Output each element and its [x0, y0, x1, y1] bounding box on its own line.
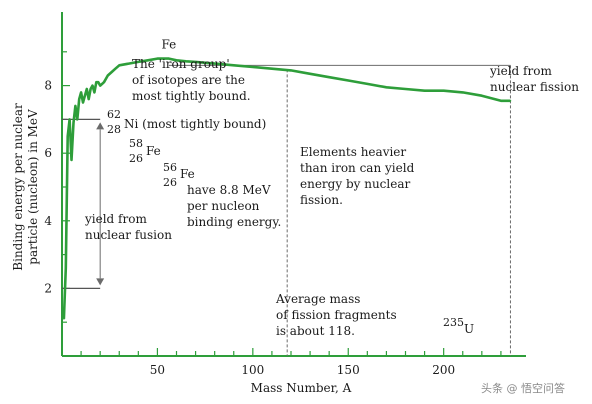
- fe-peak-label: Fe: [161, 38, 176, 52]
- y-tick-label: 8: [44, 79, 52, 93]
- heavier-elements-note-line: energy by nuclear: [300, 177, 410, 191]
- heavier-elements-note-line: Elements heavier: [300, 145, 406, 159]
- x-tick-label: 150: [337, 363, 360, 377]
- data-point: [366, 83, 369, 85]
- data-point: [309, 72, 311, 75]
- fission-note-line: yield from: [489, 64, 552, 78]
- data-point: [385, 86, 388, 89]
- data-point: [481, 94, 483, 97]
- y-axis-title-line: particle (nucleon) in MeV: [26, 109, 40, 265]
- data-point: [118, 64, 121, 67]
- data-point: [500, 100, 502, 102]
- fe56-note-line: per nucleon: [187, 199, 260, 213]
- data-point: [91, 84, 94, 87]
- iron-group-note-line: of isotopes are the: [132, 73, 245, 87]
- data-point: [86, 88, 88, 90]
- x-tick-label: 100: [241, 363, 264, 377]
- fusion-note-line: nuclear fusion: [85, 228, 172, 242]
- y-tick-label: 6: [44, 146, 52, 160]
- data-point: [442, 89, 445, 92]
- data-point: [156, 57, 159, 60]
- data-point: [461, 91, 464, 94]
- fe56-note-line: have 8.8 MeV: [187, 183, 271, 197]
- data-point: [127, 62, 130, 65]
- data-point: [80, 91, 82, 94]
- fe58-mass: 58: [129, 137, 143, 150]
- fe56-z: 26: [163, 176, 177, 189]
- binding-energy-line: [62, 57, 511, 319]
- data-point: [65, 267, 67, 269]
- ni62-label: Ni (most tightly bound): [124, 117, 266, 131]
- data-point: [213, 62, 216, 65]
- watermark: 头条 @ 悟空问答: [481, 381, 565, 395]
- data-point: [78, 98, 80, 100]
- data-point: [93, 91, 96, 94]
- fusion-note-line: yield from: [84, 212, 147, 226]
- data-point: [95, 81, 98, 84]
- data-point: [103, 81, 105, 84]
- y-axis-title-line: Binding energy per nuclear: [11, 103, 25, 271]
- average-mass-note-line: is about 118.: [276, 324, 355, 338]
- fission-note-line: nuclear fission: [490, 80, 579, 94]
- data-point: [137, 61, 140, 63]
- data-point: [74, 105, 77, 107]
- binding-energy-series: [62, 57, 512, 320]
- data-point: [232, 64, 235, 67]
- data-point: [194, 61, 197, 63]
- data-point: [252, 66, 254, 68]
- data-point: [271, 67, 273, 70]
- axes: 50 100 150 200 2 4 6 8 Mass Number, A Binding ene…: [11, 12, 526, 395]
- data-point: [66, 135, 69, 138]
- fe56-note-line: binding energy.: [187, 215, 281, 229]
- fe56-mass: 56: [163, 161, 177, 174]
- fe56-label: Fe: [180, 167, 195, 181]
- data-point: [509, 100, 512, 102]
- data-point: [76, 118, 79, 121]
- data-point: [70, 159, 73, 161]
- data-point: [99, 84, 101, 87]
- x-axis-title: Mass Number, A: [251, 381, 352, 395]
- heavier-elements-note-line: than iron can yield: [300, 161, 415, 175]
- data-point: [107, 74, 109, 77]
- u235-mass: 235: [443, 316, 464, 329]
- data-point: [147, 59, 149, 62]
- average-mass-note-line: Average mass: [275, 292, 360, 306]
- data-point: [114, 67, 117, 70]
- fe58-label: Fe: [146, 144, 161, 158]
- ni62-z: 28: [107, 123, 121, 136]
- data-point: [63, 318, 65, 320]
- data-point: [89, 88, 92, 90]
- data-point: [347, 79, 350, 82]
- ni62-mass: 62: [107, 108, 121, 121]
- data-point: [423, 89, 426, 92]
- data-point: [175, 59, 178, 62]
- heavier-elements-note-line: fission.: [300, 193, 343, 207]
- data-point: [97, 81, 100, 84]
- data-point: [328, 76, 330, 78]
- x-tick-label: 50: [150, 363, 165, 377]
- x-tick-label: 200: [432, 363, 455, 377]
- u235-label: U: [464, 322, 474, 336]
- data-point: [168, 57, 170, 60]
- iron-group-note-line: The 'iron group': [132, 57, 230, 71]
- annotations: Fe The 'iron group' of isotopes are the mos…: [84, 38, 579, 338]
- iron-group-note-line: most tightly bound.: [132, 89, 251, 103]
- data-point: [185, 60, 187, 63]
- data-point: [87, 98, 90, 100]
- data-point: [82, 101, 84, 104]
- data-point: [84, 94, 86, 97]
- data-point: [290, 69, 292, 72]
- data-point: [110, 71, 113, 73]
- y-tick-label: 2: [44, 281, 52, 295]
- fusion-arrow-head-down: [96, 278, 105, 286]
- data-point: [404, 88, 407, 90]
- fe58-z: 26: [129, 152, 143, 165]
- average-mass-note-line: of fission fragments: [276, 308, 397, 322]
- data-point: [68, 118, 71, 121]
- data-point: [72, 121, 75, 124]
- fusion-arrow-head-up: [96, 122, 105, 130]
- y-tick-label: 4: [44, 214, 52, 228]
- guide-lines: [62, 64, 511, 356]
